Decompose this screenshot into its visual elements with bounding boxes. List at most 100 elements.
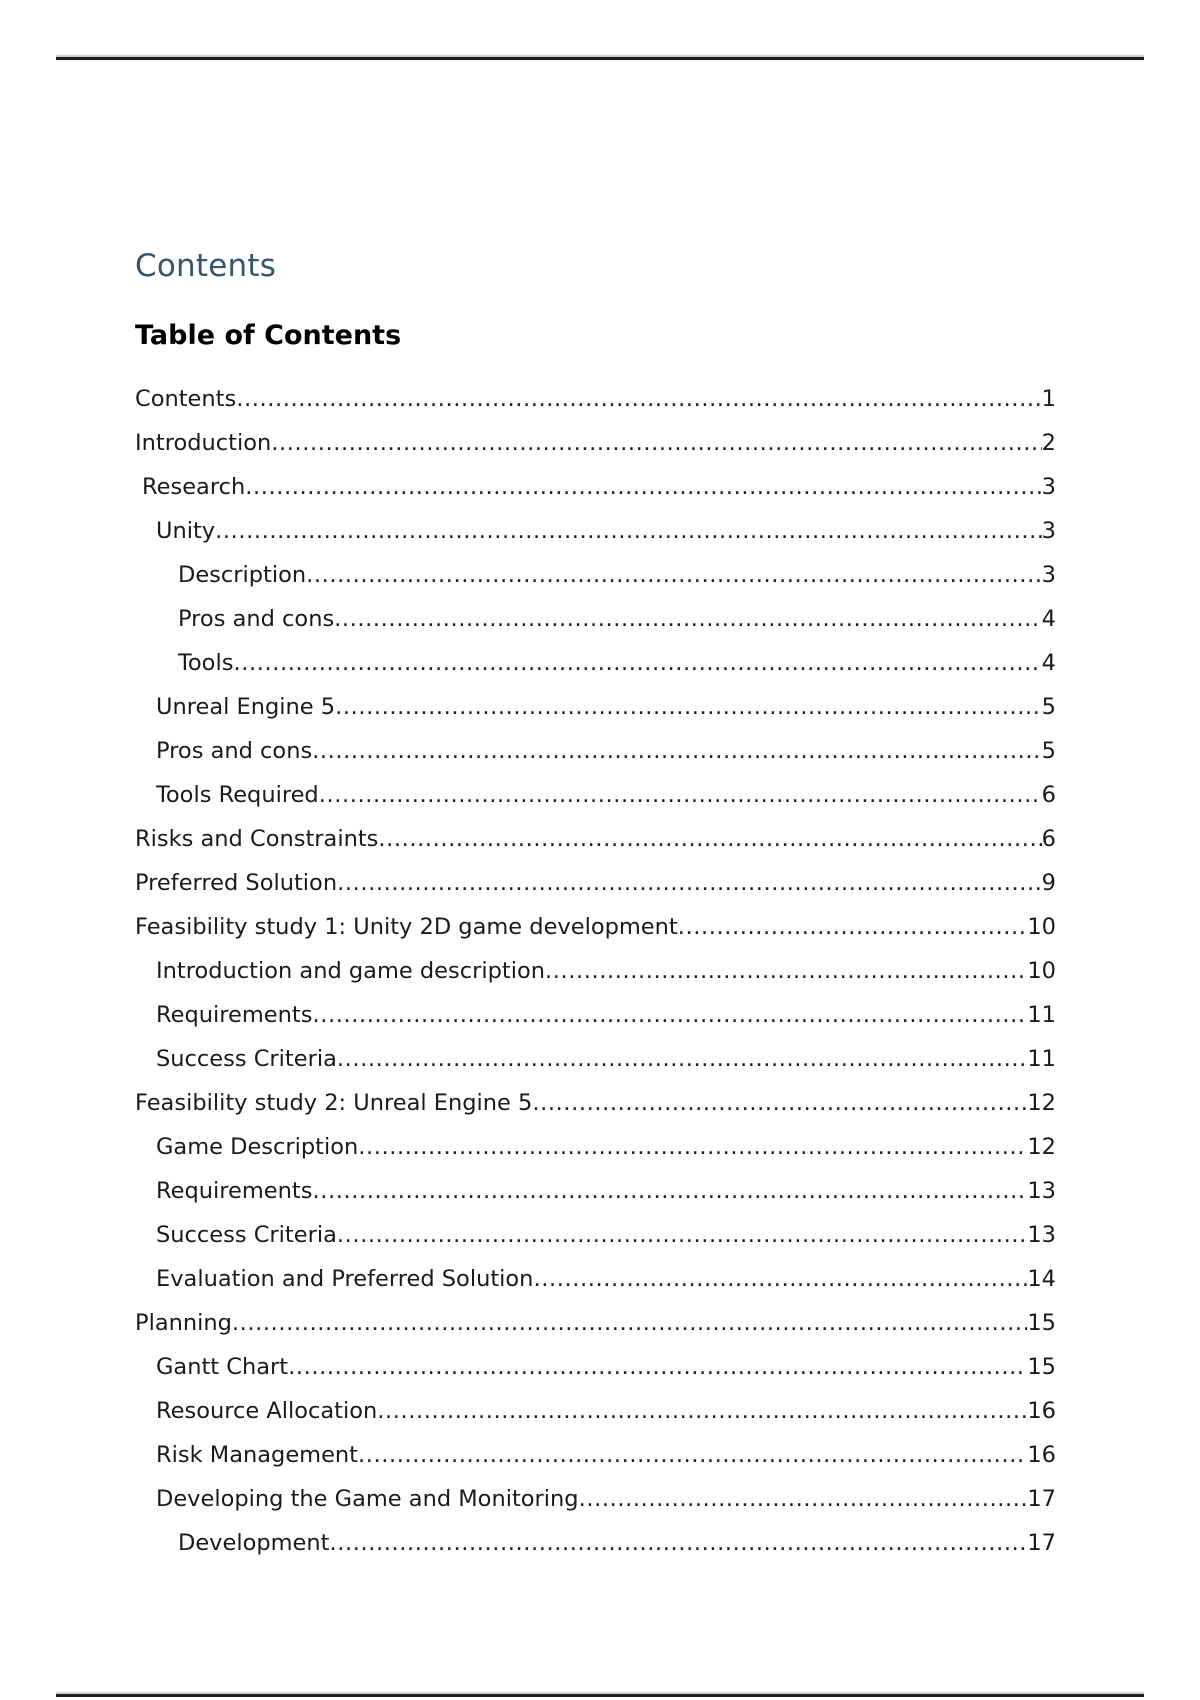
toc-entry-label: Tools Required <box>156 782 319 808</box>
dot-leader: ........................................… <box>334 606 1042 632</box>
dot-leader: ........................................… <box>306 562 1042 588</box>
toc-entry-page: 13 <box>1027 1222 1056 1248</box>
dot-leader: ........................................… <box>231 1310 1027 1336</box>
toc-entry-label: Description <box>178 562 307 588</box>
toc-entry[interactable]: Unity...................................… <box>135 509 1056 553</box>
dot-leader: ........................................… <box>578 1486 1028 1512</box>
toc-entry[interactable]: Feasibility study 1: Unity 2D game devel… <box>135 905 1056 949</box>
toc-entry-label: Success Criteria <box>156 1222 337 1248</box>
toc-entry-label: Preferred Solution <box>135 870 338 896</box>
toc-entry-page: 12 <box>1027 1134 1056 1160</box>
header-rule <box>56 57 1144 60</box>
dot-leader: ........................................… <box>336 1046 1028 1072</box>
toc-entry-page: 16 <box>1027 1398 1056 1424</box>
toc-entry-label: Unreal Engine 5 <box>156 694 336 720</box>
toc-entry[interactable]: Requirements............................… <box>135 993 1056 1037</box>
toc-entry[interactable]: Preferred Solution......................… <box>135 861 1056 905</box>
toc-entry-page: 4 <box>1041 650 1056 676</box>
toc-entry[interactable]: Game Description........................… <box>135 1125 1056 1169</box>
toc-entry-label: Requirements <box>156 1002 313 1028</box>
dot-leader: ........................................… <box>335 694 1042 720</box>
toc-entry-page: 15 <box>1027 1310 1056 1336</box>
dot-leader: ........................................… <box>677 914 1028 940</box>
toc-entry-page: 14 <box>1027 1266 1056 1292</box>
toc-entry[interactable]: Feasibility study 2: Unreal Engine 5....… <box>135 1081 1056 1125</box>
toc-entry-label: Introduction and game description <box>156 958 545 984</box>
toc-title: Table of Contents <box>135 320 402 351</box>
dot-leader: ........................................… <box>318 782 1042 808</box>
toc-entry-label: Planning <box>135 1310 232 1336</box>
toc-entry-page: 6 <box>1041 826 1056 852</box>
dot-leader: ........................................… <box>215 518 1042 544</box>
toc-entry-page: 10 <box>1027 958 1056 984</box>
dot-leader: ........................................… <box>532 1090 1027 1116</box>
dot-leader: ........................................… <box>312 1002 1027 1028</box>
toc-entry[interactable]: Pros and cons...........................… <box>135 597 1056 641</box>
toc-entry[interactable]: Planning................................… <box>135 1301 1056 1345</box>
toc-entry-page: 13 <box>1027 1178 1056 1204</box>
toc-entry-page: 17 <box>1027 1530 1056 1556</box>
footer-rule <box>56 1694 1144 1697</box>
toc-entry-label: Success Criteria <box>156 1046 337 1072</box>
toc-entry-label: Pros and cons <box>156 738 313 764</box>
toc-entry[interactable]: Description.............................… <box>135 553 1056 597</box>
dot-leader: ........................................… <box>236 386 1042 412</box>
toc-entry-label: Unity <box>156 518 216 544</box>
toc-entry[interactable]: Unreal Engine 5.........................… <box>135 685 1056 729</box>
dot-leader: ........................................… <box>233 650 1042 676</box>
dot-leader: ........................................… <box>288 1354 1027 1380</box>
toc-entry-label: Evaluation and Preferred Solution <box>156 1266 534 1292</box>
toc-entry-page: 4 <box>1041 606 1056 632</box>
toc-entry[interactable]: Resource Allocation.....................… <box>135 1389 1056 1433</box>
dot-leader: ........................................… <box>358 1134 1027 1160</box>
dot-leader: ........................................… <box>329 1530 1028 1556</box>
dot-leader: ........................................… <box>336 1222 1028 1248</box>
toc-entry[interactable]: Developing the Game and Monitoring......… <box>135 1477 1056 1521</box>
toc-entry-page: 3 <box>1041 562 1056 588</box>
toc-entry-page: 3 <box>1041 518 1056 544</box>
dot-leader: ........................................… <box>533 1266 1027 1292</box>
toc-list: Contents................................… <box>135 377 1056 1565</box>
toc-entry[interactable]: Success Criteria........................… <box>135 1213 1056 1257</box>
toc-entry-page: 12 <box>1027 1090 1056 1116</box>
toc-entry-page: 3 <box>1041 474 1056 500</box>
toc-entry-label: Resource Allocation <box>156 1398 378 1424</box>
toc-entry-page: 5 <box>1041 738 1056 764</box>
toc-entry-label: Feasibility study 1: Unity 2D game devel… <box>135 914 678 940</box>
toc-entry[interactable]: Success Criteria........................… <box>135 1037 1056 1081</box>
dot-leader: ........................................… <box>312 1178 1027 1204</box>
toc-entry-label: Contents <box>135 386 237 412</box>
toc-entry-label: Tools <box>178 650 234 676</box>
toc-entry-label: Research <box>142 474 246 500</box>
toc-entry[interactable]: Pros and cons...........................… <box>135 729 1056 773</box>
dot-leader: ........................................… <box>271 430 1041 456</box>
toc-entry-label: Requirements <box>156 1178 313 1204</box>
toc-entry[interactable]: Research................................… <box>135 465 1056 509</box>
toc-entry[interactable]: Development.............................… <box>135 1521 1056 1565</box>
toc-entry[interactable]: Gantt Chart.............................… <box>135 1345 1056 1389</box>
toc-entry[interactable]: Tools Required..........................… <box>135 773 1056 817</box>
dot-leader: ........................................… <box>544 958 1027 984</box>
toc-entry[interactable]: Risks and Constraints...................… <box>135 817 1056 861</box>
toc-entry-page: 15 <box>1027 1354 1056 1380</box>
toc-entry-label: Gantt Chart <box>156 1354 289 1380</box>
toc-entry-page: 10 <box>1027 914 1056 940</box>
toc-entry[interactable]: Risk Management.........................… <box>135 1433 1056 1477</box>
toc-entry-label: Risks and Constraints <box>135 826 379 852</box>
toc-entry[interactable]: Introduction and game description.......… <box>135 949 1056 993</box>
toc-entry[interactable]: Requirements............................… <box>135 1169 1056 1213</box>
dot-leader: ........................................… <box>337 870 1042 896</box>
toc-entry-page: 1 <box>1041 386 1056 412</box>
toc-entry-page: 17 <box>1027 1486 1056 1512</box>
toc-entry[interactable]: Contents................................… <box>135 377 1056 421</box>
dot-leader: ........................................… <box>312 738 1042 764</box>
dot-leader: ........................................… <box>245 474 1041 500</box>
toc-entry-label: Feasibility study 2: Unreal Engine 5 <box>135 1090 533 1116</box>
toc-entry[interactable]: Tools...................................… <box>135 641 1056 685</box>
document-heading: Contents <box>135 248 277 284</box>
toc-entry[interactable]: Evaluation and Preferred Solution.......… <box>135 1257 1056 1301</box>
dot-leader: ........................................… <box>358 1442 1027 1468</box>
dot-leader: ........................................… <box>378 826 1041 852</box>
toc-entry[interactable]: Introduction............................… <box>135 421 1056 465</box>
